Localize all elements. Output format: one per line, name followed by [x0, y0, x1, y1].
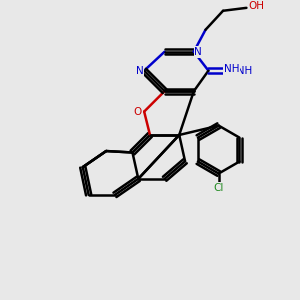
Text: =NH: =NH — [229, 66, 253, 76]
Text: N: N — [136, 66, 144, 76]
Text: N: N — [194, 47, 202, 57]
Text: O: O — [134, 106, 142, 117]
Text: Cl: Cl — [214, 183, 224, 193]
Text: NH: NH — [224, 64, 240, 74]
Text: OH: OH — [249, 2, 265, 11]
